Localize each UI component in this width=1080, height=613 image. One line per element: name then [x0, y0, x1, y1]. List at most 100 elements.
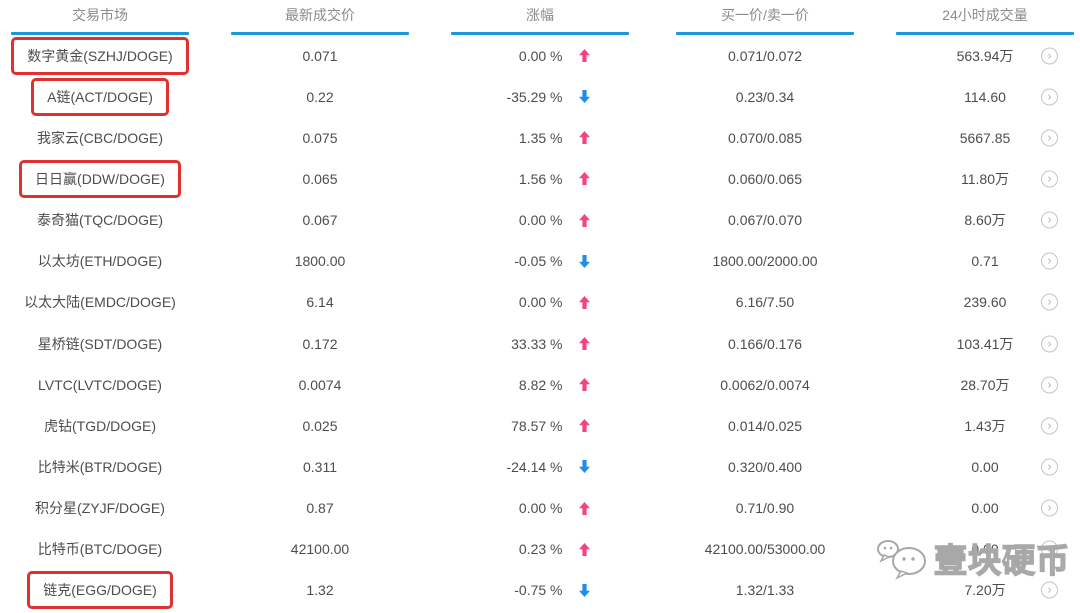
table-row[interactable]: 数字黄金(SZHJ/DOGE) 0.071 0.00 % 0.071/0.072 563…: [0, 35, 1080, 76]
market-cell: 积分星(ZYJF/DOGE): [0, 498, 200, 518]
up-arrow-icon: [578, 501, 590, 515]
change-cell: 33.33 %: [440, 336, 640, 352]
table-row[interactable]: 比特币(BTC/DOGE) 42100.00 0.23 % 42100.00/5300…: [0, 529, 1080, 570]
up-arrow-icon: [578, 49, 590, 63]
market-cell: 以太坊(ETH/DOGE): [0, 251, 200, 271]
change-percent: 1.56 %: [518, 170, 563, 187]
market-name: 以太坊(ETH/DOGE): [37, 253, 163, 270]
up-arrow-icon: [578, 131, 590, 145]
table-row[interactable]: 以太大陆(EMDC/DOGE) 6.14 0.00 % 6.16/7.50 239.60…: [0, 282, 1080, 323]
change-cell: 0.00 %: [440, 500, 640, 516]
up-arrow-icon: [578, 172, 590, 186]
bid-ask-cell: 0.071/0.072: [728, 47, 802, 64]
change-percent: -35.29 %: [506, 88, 563, 105]
volume-cell: 0.71: [971, 253, 999, 270]
chevron-right-circle-icon[interactable]: ›: [1041, 293, 1058, 311]
column-header-label: 买一价/卖一价: [721, 7, 809, 23]
chevron-right-circle-icon[interactable]: ›: [1041, 211, 1058, 229]
up-arrow-icon: [578, 337, 590, 351]
volume-cell: 28.70万: [960, 376, 1010, 393]
chat-bubbles-icon: [877, 540, 926, 580]
bid-ask-cell: 0.71/0.90: [735, 500, 795, 517]
change-cell: -35.29 %: [440, 89, 640, 105]
volume-cell: 5667.85: [959, 129, 1011, 146]
volume-cell: 114.60: [964, 88, 1006, 105]
change-percent: -0.05 %: [514, 253, 563, 270]
change-cell: 1.56 %: [440, 171, 640, 187]
market-cell: 日日赢(DDW/DOGE): [0, 159, 200, 198]
down-arrow-icon: [578, 583, 590, 597]
table-row[interactable]: 泰奇猫(TQC/DOGE) 0.067 0.00 % 0.067/0.070 8.60万…: [0, 200, 1080, 241]
table-row[interactable]: 星桥链(SDT/DOGE) 0.172 33.33 % 0.166/0.176 103.…: [0, 323, 1080, 364]
last-price-cell: 0.071: [302, 47, 338, 64]
volume-cell: 563.94万: [956, 47, 1014, 64]
chevron-right-circle-icon[interactable]: ›: [1041, 458, 1058, 476]
last-price-cell: 6.14: [306, 294, 334, 311]
market-name: 积分星(ZYJF/DOGE): [35, 500, 165, 517]
change-cell: 8.82 %: [440, 377, 640, 393]
column-header-label: 最新成交价: [285, 7, 355, 23]
table-row[interactable]: 链克(EGG/DOGE) 1.32 -0.75 % 1.32/1.33 7.20万 ›: [0, 570, 1080, 611]
bid-ask-cell: 0.320/0.400: [728, 458, 802, 475]
change-percent: -24.14 %: [506, 458, 563, 475]
chevron-right-circle-icon[interactable]: ›: [1041, 170, 1058, 188]
chevron-right-circle-icon[interactable]: ›: [1041, 581, 1058, 599]
column-header-underline: [11, 32, 189, 35]
table-row[interactable]: 虎钻(TGD/DOGE) 0.025 78.57 % 0.014/0.025 1.43万…: [0, 405, 1080, 446]
market-name: 我家云(CBC/DOGE): [37, 129, 163, 146]
table-row[interactable]: 日日赢(DDW/DOGE) 0.065 1.56 % 0.060/0.065 11.80…: [0, 158, 1080, 199]
change-percent: 8.82 %: [518, 376, 563, 393]
change-cell: 0.00 %: [440, 294, 640, 310]
column-header-bid_ask: 买一价/卖一价: [640, 6, 890, 35]
market-name: 比特币(BTC/DOGE): [37, 541, 163, 558]
change-cell: -0.05 %: [440, 253, 640, 269]
change-cell: -24.14 %: [440, 459, 640, 475]
table-row[interactable]: 比特米(BTR/DOGE) 0.311 -24.14 % 0.320/0.400 0.0…: [0, 446, 1080, 487]
chevron-right-circle-icon[interactable]: ›: [1041, 129, 1058, 147]
down-arrow-icon: [578, 460, 590, 474]
market-cell: 泰奇猫(TQC/DOGE): [0, 210, 200, 230]
table-row[interactable]: 积分星(ZYJF/DOGE) 0.87 0.00 % 0.71/0.90 0.00 ›: [0, 488, 1080, 529]
up-arrow-icon: [578, 378, 590, 392]
market-name-highlight-box: 日日赢(DDW/DOGE): [19, 159, 181, 198]
last-price-cell: 0.0074: [298, 376, 342, 393]
volume-cell: 0.00: [971, 500, 999, 517]
volume-cell: 7.20万: [964, 582, 1006, 599]
chevron-right-circle-icon[interactable]: ›: [1041, 417, 1058, 435]
market-cell: 星桥链(SDT/DOGE): [0, 334, 200, 354]
market-name: 比特米(BTR/DOGE): [37, 458, 163, 475]
table-row[interactable]: LVTC(LVTC/DOGE) 0.0074 8.82 % 0.0062/0.0074…: [0, 364, 1080, 405]
change-percent: 78.57 %: [511, 417, 563, 434]
down-arrow-icon: [578, 90, 590, 104]
bid-ask-cell: 0.014/0.025: [728, 417, 802, 434]
bid-ask-cell: 6.16/7.50: [735, 294, 795, 311]
market-cell: 我家云(CBC/DOGE): [0, 128, 200, 148]
chevron-right-circle-icon[interactable]: ›: [1041, 335, 1058, 353]
column-header-price: 最新成交价: [200, 6, 440, 35]
change-percent: 0.00 %: [518, 212, 563, 229]
market-name: 虎钻(TGD/DOGE): [44, 417, 156, 434]
chevron-right-circle-icon[interactable]: ›: [1041, 376, 1058, 394]
watermark: 壹块硬币: [876, 527, 1080, 589]
chevron-right-circle-icon[interactable]: ›: [1041, 252, 1058, 270]
market-cell: 比特米(BTR/DOGE): [0, 457, 200, 477]
change-percent: 1.35 %: [518, 129, 563, 146]
market-cell: 以太大陆(EMDC/DOGE): [0, 292, 200, 312]
table-row[interactable]: A链(ACT/DOGE) 0.22 -35.29 % 0.23/0.34 114.60 ›: [0, 76, 1080, 117]
chevron-right-circle-icon[interactable]: ›: [1041, 47, 1058, 65]
chevron-right-circle-icon[interactable]: ›: [1041, 88, 1058, 106]
market-name-highlight-box: 数字黄金(SZHJ/DOGE): [11, 36, 189, 75]
last-price-cell: 0.22: [306, 88, 334, 105]
chevron-right-circle-icon[interactable]: ›: [1041, 499, 1058, 517]
bid-ask-cell: 0.067/0.070: [728, 212, 802, 229]
column-header-label: 24小时成交量: [942, 7, 1028, 23]
table-row[interactable]: 以太坊(ETH/DOGE) 1800.00 -0.05 % 1800.00/2000.…: [0, 241, 1080, 282]
volume-cell: 0.00: [971, 541, 999, 558]
last-price-cell: 0.025: [302, 417, 338, 434]
change-percent: 0.00 %: [518, 47, 563, 64]
table-row[interactable]: 我家云(CBC/DOGE) 0.075 1.35 % 0.070/0.085 5667.…: [0, 117, 1080, 158]
up-arrow-icon: [578, 542, 590, 556]
table-header-row: 交易市场 最新成交价 涨幅 买一价/卖一价 24小时成交量: [0, 0, 1080, 35]
chevron-right-circle-icon[interactable]: ›: [1041, 540, 1058, 558]
last-price-cell: 1800.00: [294, 253, 346, 270]
